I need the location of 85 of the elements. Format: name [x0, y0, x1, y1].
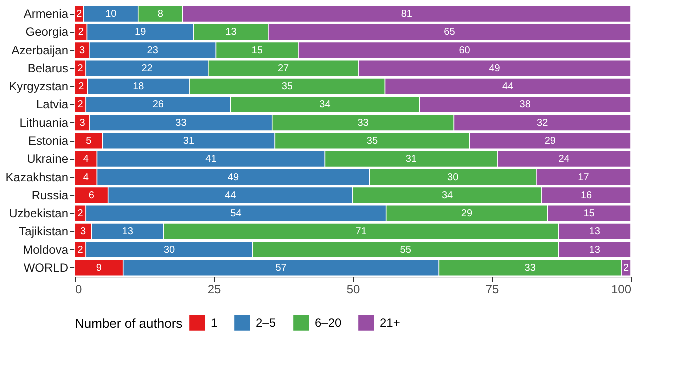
y-tick-label: Latvia	[36, 98, 69, 112]
data-label: 44	[225, 190, 237, 202]
data-label: 3	[80, 118, 86, 129]
data-label: 33	[176, 118, 188, 129]
data-label: 18	[133, 82, 145, 93]
y-tick-label: Georgia	[26, 25, 69, 40]
data-label: 33	[524, 262, 536, 274]
data-label: 3	[80, 226, 87, 238]
x-tick-label: 75	[486, 282, 500, 296]
data-label: 29	[544, 136, 556, 147]
data-label: 8	[158, 9, 164, 20]
x-tick-label: 25	[208, 282, 222, 296]
data-label: 31	[183, 136, 195, 147]
data-label: 2	[78, 208, 84, 220]
data-label: 54	[230, 208, 242, 220]
data-label: 38	[520, 100, 532, 111]
data-label: 34	[442, 190, 454, 202]
data-label: 27	[278, 63, 290, 74]
data-label: 22	[142, 63, 154, 74]
data-label: 2	[78, 63, 84, 74]
data-label: 2	[78, 244, 84, 256]
x-tick-label: 50	[346, 282, 360, 296]
x-tick-label: 0	[76, 282, 82, 296]
data-label: 2	[78, 27, 84, 38]
data-label: 19	[135, 27, 147, 38]
data-label: 17	[578, 172, 590, 184]
data-label: 33	[358, 118, 370, 129]
data-label: 34	[320, 100, 332, 111]
data-label: 13	[122, 226, 134, 238]
data-label: 55	[400, 244, 412, 256]
data-label: 2	[76, 9, 83, 20]
data-label: 16	[580, 190, 593, 202]
y-tick-label: Azerbaijan	[12, 43, 68, 58]
data-label: 2	[78, 100, 84, 111]
y-tick-label: Uzbekistan	[9, 206, 68, 221]
data-label: 26	[152, 100, 164, 111]
data-label: 13	[226, 27, 238, 38]
data-label: 15	[584, 208, 596, 220]
y-tick-label: Russia	[32, 188, 69, 202]
data-label: 57	[276, 262, 288, 274]
data-label: 2	[623, 262, 630, 274]
data-label: 81	[401, 9, 413, 20]
data-label: 49	[228, 172, 240, 184]
data-label: 13	[589, 226, 601, 238]
data-label: 30	[448, 172, 460, 184]
data-label: 35	[282, 82, 294, 93]
data-label: 44	[502, 82, 514, 93]
data-label: 71	[356, 226, 368, 238]
data-label: 10	[106, 9, 118, 20]
data-label: 15	[252, 45, 264, 56]
y-tick-label: Ukraine	[27, 152, 69, 166]
data-label: 9	[96, 262, 102, 274]
y-tick-label: Armenia	[24, 7, 69, 22]
y-tick-label: WORLD	[24, 260, 69, 275]
data-label: 30	[164, 244, 176, 256]
data-label: 35	[366, 136, 378, 147]
data-label: 5	[86, 136, 92, 147]
y-tick-label: Lithuania	[20, 116, 69, 130]
data-label: 4	[83, 154, 90, 166]
data-label: 13	[589, 244, 601, 256]
data-label: 31	[406, 154, 418, 166]
data-label: 6	[88, 190, 95, 202]
y-tick-label: Kyrgyzstan	[9, 80, 68, 94]
data-label: 4	[83, 172, 90, 184]
legend-label: 21+	[380, 316, 400, 330]
y-tick-label: Estonia	[28, 134, 69, 148]
data-label: 3	[79, 45, 86, 56]
data-label: 65	[444, 27, 456, 38]
data-label: 23	[147, 45, 159, 56]
data-label: 29	[461, 208, 473, 220]
data-label: 41	[206, 154, 218, 166]
legend-label: 2–5	[256, 316, 276, 330]
data-label: 2	[78, 82, 85, 93]
y-tick-label: Kazakhstan	[6, 170, 68, 184]
y-tick-label: Tajikistan	[19, 224, 68, 239]
legend-label: 1	[211, 316, 218, 330]
y-tick-label: Moldova	[23, 242, 69, 257]
legend-label: 6–20	[315, 316, 342, 330]
y-tick-label: Belarus	[28, 61, 68, 76]
data-label: 24	[558, 154, 570, 166]
legend-title: Number of authors	[75, 316, 184, 331]
data-label: 60	[459, 45, 471, 56]
data-label: 49	[489, 63, 501, 74]
x-tick-label: 100	[611, 282, 632, 296]
data-label: 32	[537, 118, 549, 129]
